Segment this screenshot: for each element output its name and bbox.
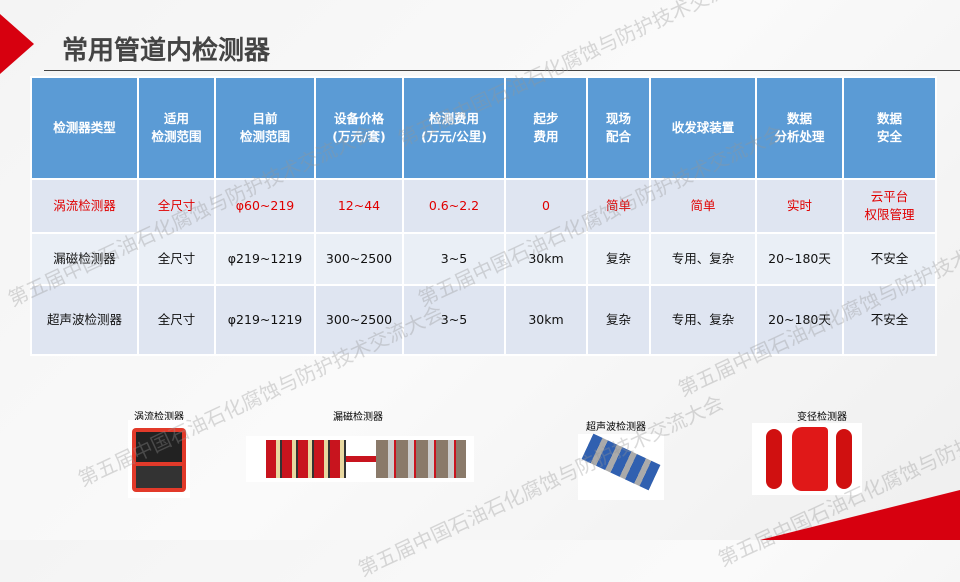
table-cell: 不安全 bbox=[842, 284, 937, 356]
table-cell: 不安全 bbox=[842, 232, 937, 286]
column-header: 适用 检测范围 bbox=[137, 76, 216, 180]
image-caption: 涡流检测器 bbox=[134, 412, 184, 423]
watermark: 第五届中国石油石化腐蚀与防护技术交流大会 bbox=[354, 390, 727, 582]
ultrasonic-detector-image bbox=[578, 433, 664, 500]
table-row: 涡流检测器 全尺寸 φ60~219 12~44 0.6~2.2 0 简单 简单 实时 云平台 权限… bbox=[30, 178, 937, 234]
table-cell: 300~2500 bbox=[314, 232, 404, 286]
table-cell: 专用、复杂 bbox=[649, 232, 757, 286]
column-header: 目前 检测范围 bbox=[214, 76, 316, 180]
table-cell: φ219~1219 bbox=[214, 284, 316, 356]
table-cell: φ219~1219 bbox=[214, 232, 316, 286]
red-corner-decoration bbox=[760, 490, 960, 540]
table-cell: 12~44 bbox=[314, 178, 404, 234]
table-cell: 20~180天 bbox=[755, 232, 844, 286]
table-cell: 专用、复杂 bbox=[649, 284, 757, 356]
table-cell: 涡流检测器 bbox=[30, 178, 139, 234]
image-caption: 漏磁检测器 bbox=[333, 412, 383, 423]
table-row: 超声波检测器 全尺寸 φ219~1219 300~2500 3~5 30km 复杂 专用、复杂… bbox=[30, 284, 937, 356]
eddy-current-detector-image bbox=[128, 420, 190, 498]
table-cell: 超声波检测器 bbox=[30, 284, 139, 356]
column-header: 检测器类型 bbox=[30, 76, 139, 180]
column-header: 现场 配合 bbox=[586, 76, 651, 180]
variable-diameter-detector-image bbox=[752, 423, 862, 495]
table-cell: 复杂 bbox=[586, 232, 651, 286]
table-cell: 简单 bbox=[586, 178, 651, 234]
column-header: 数据 分析处理 bbox=[755, 76, 844, 180]
table-row: 漏磁检测器 全尺寸 φ219~1219 300~2500 3~5 30km 复杂 专用、复杂 2… bbox=[30, 232, 937, 286]
table-header-row: 检测器类型 适用 检测范围 目前 检测范围 设备价格 (万元/套) 检测费用 (万元/公… bbox=[30, 76, 937, 180]
table-cell: 全尺寸 bbox=[137, 232, 216, 286]
page-title: 常用管道内检测器 bbox=[62, 36, 271, 66]
table-cell: 实时 bbox=[755, 178, 844, 234]
column-header: 设备价格 (万元/套) bbox=[314, 76, 404, 180]
table-cell: 30km bbox=[504, 284, 588, 356]
image-caption: 超声波检测器 bbox=[586, 422, 646, 433]
table-cell: 0.6~2.2 bbox=[402, 178, 506, 234]
table-cell: 3~5 bbox=[402, 232, 506, 286]
table-cell: 简单 bbox=[649, 178, 757, 234]
table-cell: 20~180天 bbox=[755, 284, 844, 356]
table-cell: φ60~219 bbox=[214, 178, 316, 234]
table-cell: 云平台 权限管理 bbox=[842, 178, 937, 234]
table-cell: 30km bbox=[504, 232, 588, 286]
red-triangle-decoration bbox=[0, 14, 34, 74]
table-cell: 3~5 bbox=[402, 284, 506, 356]
mfl-detector-image bbox=[246, 436, 474, 482]
title-divider bbox=[44, 70, 960, 71]
table-cell: 300~2500 bbox=[314, 284, 404, 356]
detector-comparison-table: 检测器类型 适用 检测范围 目前 检测范围 设备价格 (万元/套) 检测费用 (万元/公… bbox=[30, 76, 937, 356]
column-header: 收发球装置 bbox=[649, 76, 757, 180]
image-caption: 变径检测器 bbox=[797, 412, 847, 423]
table-cell: 0 bbox=[504, 178, 588, 234]
table-cell: 漏磁检测器 bbox=[30, 232, 139, 286]
column-header: 数据 安全 bbox=[842, 76, 937, 180]
column-header: 起步 费用 bbox=[504, 76, 588, 180]
table-cell: 复杂 bbox=[586, 284, 651, 356]
table-cell: 全尺寸 bbox=[137, 178, 216, 234]
column-header: 检测费用 (万元/公里) bbox=[402, 76, 506, 180]
table-cell: 全尺寸 bbox=[137, 284, 216, 356]
